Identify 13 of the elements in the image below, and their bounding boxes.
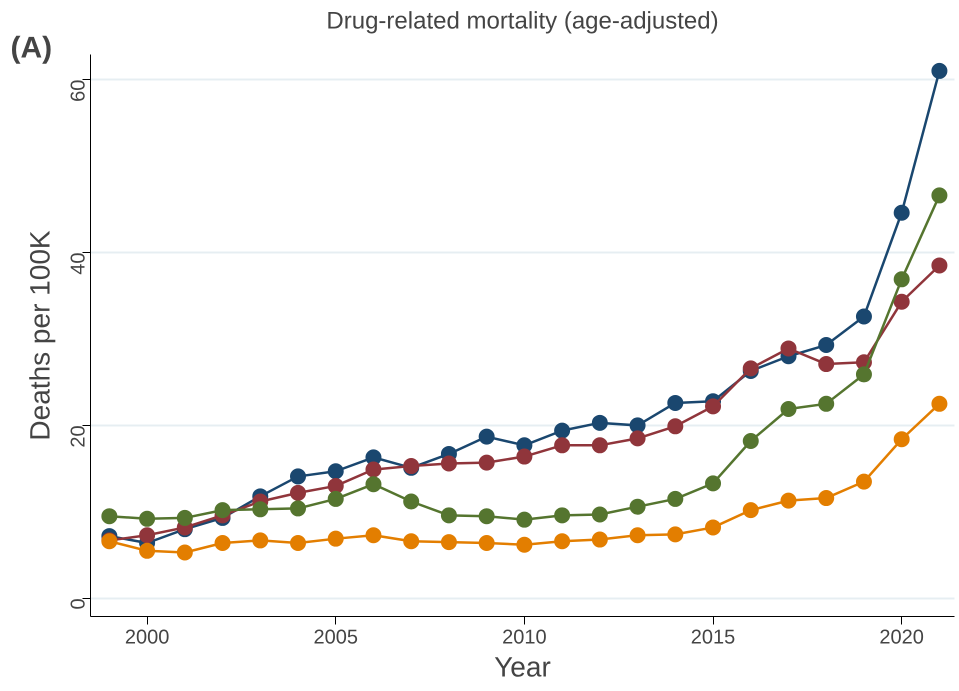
y-tick-label: 0 [68, 598, 90, 610]
x-tick-label: 2010 [502, 626, 547, 648]
y-tick-label: 40 [68, 252, 90, 275]
x-axis-title: Year [494, 652, 551, 682]
x-tick-label: 2000 [124, 626, 170, 648]
x-tick-label: 2020 [879, 626, 924, 648]
y-tick-label: 20 [68, 425, 90, 448]
y-axis-title: Deaths per 100K [24, 230, 56, 441]
y-tick-label: 60 [68, 80, 90, 102]
x-tick-label: 2005 [313, 626, 358, 648]
x-tick-label: 2015 [690, 626, 736, 648]
text: (A) [10, 32, 52, 64]
chart-title: Drug-related mortality (age-adjusted) [326, 8, 719, 34]
